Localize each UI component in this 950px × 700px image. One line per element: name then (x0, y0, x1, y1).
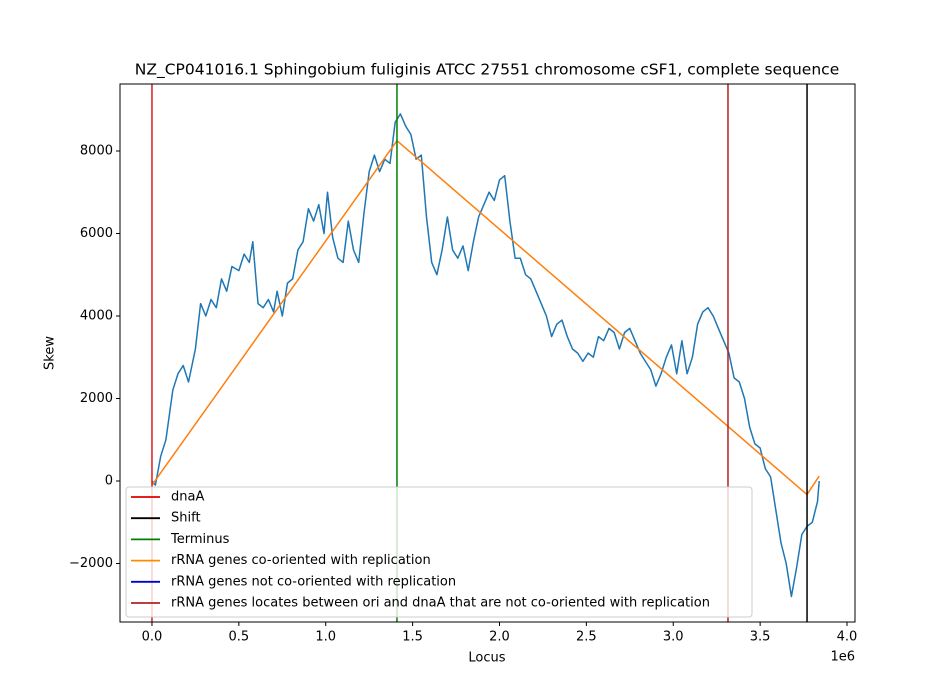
x-tick-label: 1.0 (315, 630, 336, 645)
x-offset-label: 1e6 (830, 650, 855, 665)
y-axis-label: Skew (43, 336, 58, 370)
x-tick-label: 1.5 (402, 630, 423, 645)
y-tick-label: 2000 (80, 391, 113, 406)
x-tick-label: 4.0 (837, 630, 858, 645)
legend-label: rRNA genes not co-oriented with replicat… (171, 574, 456, 589)
x-tick-label: 0.5 (229, 630, 250, 645)
legend-label: rRNA genes locates between ori and dnaA … (171, 596, 710, 611)
data-line (151, 113, 820, 598)
x-axis-label: Locus (468, 651, 505, 666)
data-line (151, 139, 820, 496)
y-tick-label: 6000 (80, 226, 113, 241)
x-tick-label: 3.5 (750, 630, 771, 645)
legend-label: dnaA (171, 490, 204, 505)
legend-label: Shift (171, 511, 201, 526)
legend-box (125, 486, 753, 618)
chart-title: NZ_CP041016.1 Sphingobium fuliginis ATCC… (135, 61, 839, 80)
legend-label: rRNA genes co-oriented with replication (171, 553, 431, 568)
y-tick-label: 8000 (80, 143, 113, 158)
y-tick-label: 4000 (80, 308, 113, 323)
plot-frame (119, 83, 856, 623)
x-tick-label: 2.0 (489, 630, 510, 645)
x-tick-label: 2.5 (576, 630, 597, 645)
x-tick-label: 0.0 (142, 630, 163, 645)
y-tick-label: 0 (105, 474, 113, 489)
y-tick-label: −2000 (69, 556, 113, 571)
legend-label: Terminus (170, 532, 230, 547)
x-tick-label: 3.0 (663, 630, 684, 645)
